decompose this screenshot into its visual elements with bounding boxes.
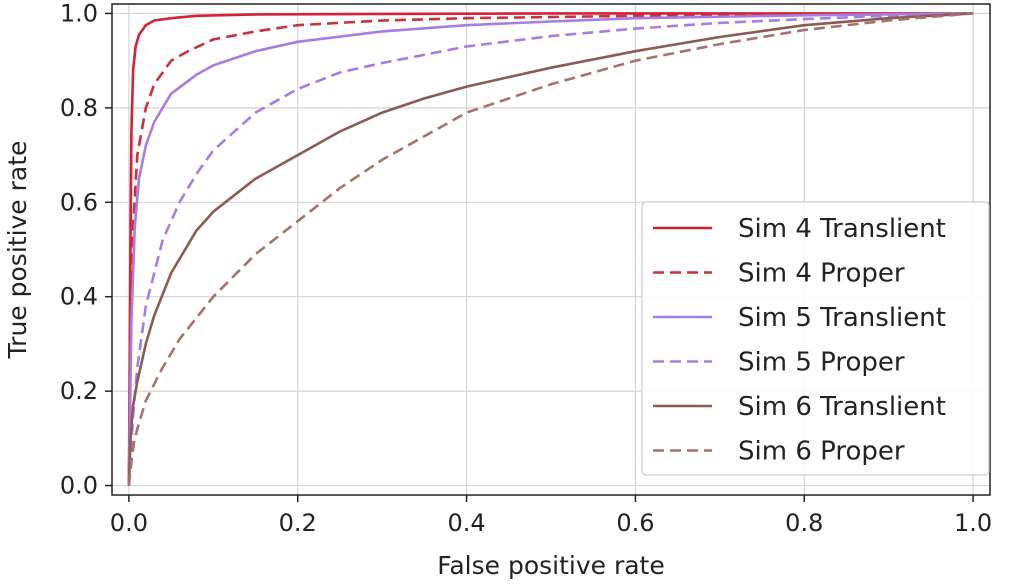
- legend-label-sim-4-translient: Sim 4 Translient: [738, 214, 946, 244]
- legend-label-sim-6-proper: Sim 6 Proper: [738, 437, 905, 467]
- x-tick-label: 0.4: [447, 509, 485, 537]
- y-tick-label: 0.4: [60, 283, 98, 311]
- y-tick-label: 0.6: [60, 188, 98, 216]
- axis-ticks: 0.0 0.2 0.4 0.6 0.8 1.0 0.0 0.2 0.4 0.6 0.8 1.0: [60, 0, 992, 537]
- x-tick-label: 0.2: [279, 509, 317, 537]
- series-line-sim-5-translient: [127, 12, 974, 486]
- legend-label-sim-6-translient: Sim 6 Translient: [738, 392, 946, 422]
- series-line-sim-4-proper: [127, 12, 974, 486]
- series-line-sim-6-translient: [127, 12, 974, 486]
- y-tick-label: 0.0: [60, 472, 98, 500]
- x-axis-label: False positive rate: [437, 551, 665, 580]
- y-tick-label: 0.2: [60, 377, 98, 405]
- x-tick-label: 1.0: [954, 509, 992, 537]
- plot-frame: [111, 3, 991, 496]
- y-axis-label: True positive rate: [3, 141, 32, 360]
- series-layer: [127, 12, 974, 486]
- legend-label-sim-5-translient: Sim 5 Translient: [738, 303, 946, 333]
- y-tick-label: 1.0: [60, 0, 98, 27]
- series-line-sim-5-proper: [127, 12, 974, 486]
- series-line-sim-6-proper: [127, 12, 974, 486]
- x-tick-label: 0.6: [616, 509, 654, 537]
- series-line-sim-4-translient: [127, 12, 974, 486]
- x-tick-label: 0.0: [110, 509, 148, 537]
- legend-box: [641, 201, 990, 476]
- legend: Sim 4 Translient Sim 4 Proper Sim 5 Transl…: [641, 201, 990, 476]
- y-tick-label: 0.8: [60, 94, 98, 122]
- legend-label-sim-5-proper: Sim 5 Proper: [738, 348, 905, 378]
- x-tick-label: 0.8: [785, 509, 823, 537]
- legend-label-sim-4-proper: Sim 4 Proper: [738, 259, 905, 289]
